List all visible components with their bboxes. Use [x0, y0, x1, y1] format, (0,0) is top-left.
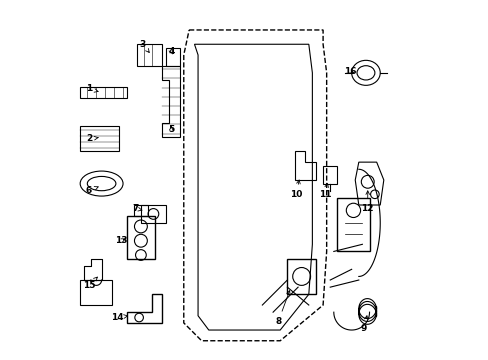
Text: 6: 6 [86, 186, 98, 195]
Text: 14: 14 [111, 313, 127, 322]
Text: 16: 16 [343, 67, 355, 76]
Text: 10: 10 [289, 180, 302, 199]
Text: 5: 5 [168, 126, 174, 135]
Text: 7: 7 [132, 204, 142, 213]
Text: 4: 4 [168, 47, 174, 56]
Text: 13: 13 [115, 236, 127, 245]
Text: 8: 8 [275, 291, 289, 325]
Text: 11: 11 [318, 184, 330, 199]
Text: 9: 9 [360, 316, 367, 333]
Text: 12: 12 [361, 191, 373, 213]
Text: 1: 1 [86, 84, 98, 93]
Text: 2: 2 [86, 134, 98, 143]
Text: 3: 3 [139, 40, 149, 53]
Text: 15: 15 [82, 277, 97, 290]
